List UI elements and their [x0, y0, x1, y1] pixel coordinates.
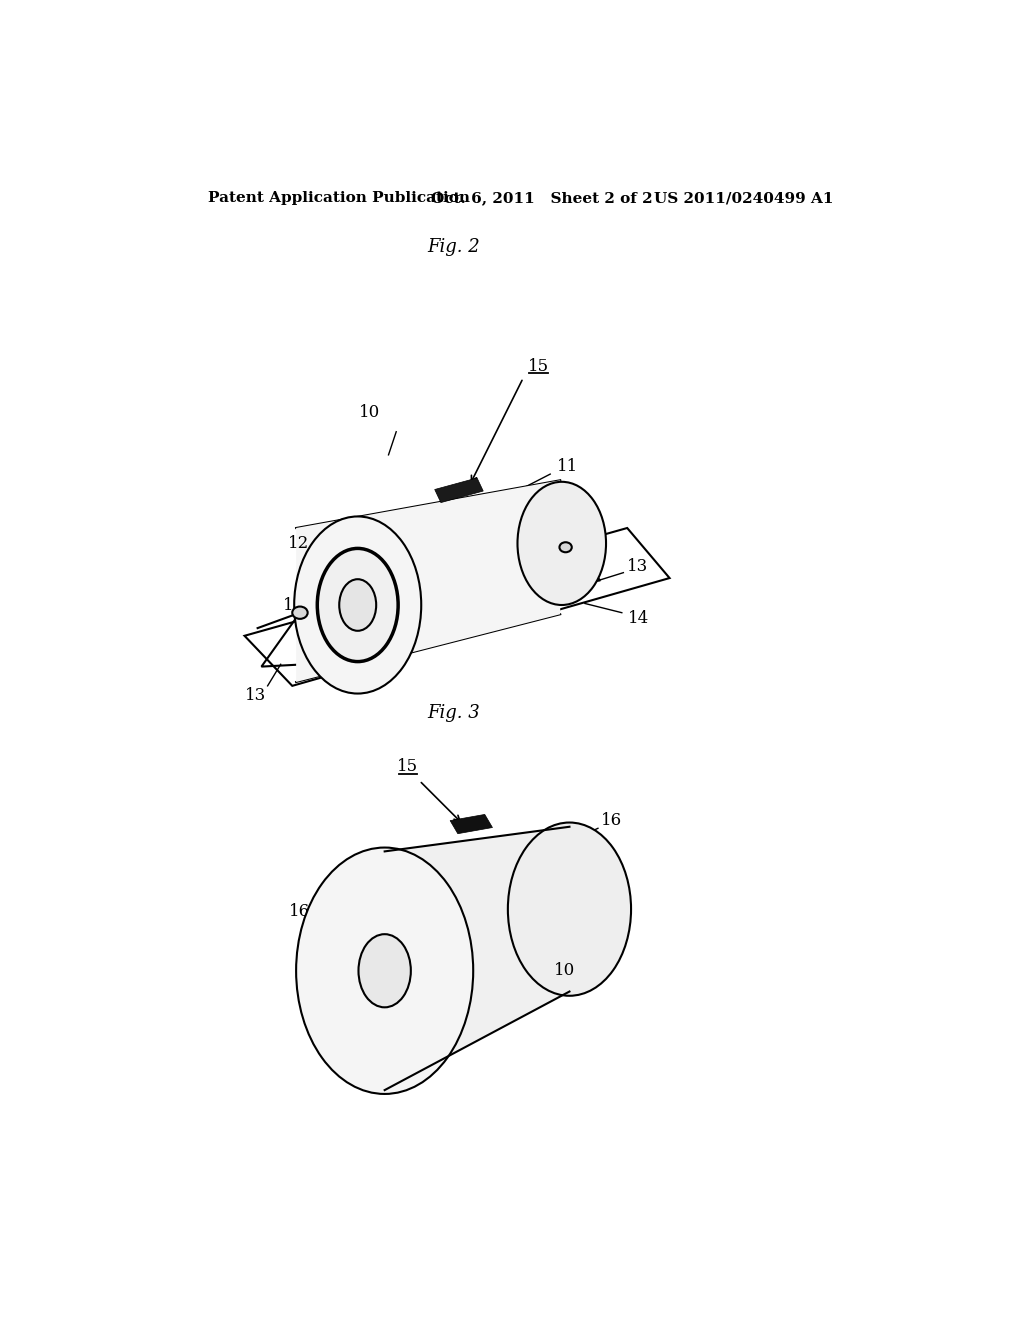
Ellipse shape — [296, 847, 473, 1094]
Text: Patent Application Publication: Patent Application Publication — [208, 191, 470, 206]
Text: 13: 13 — [245, 688, 266, 705]
Ellipse shape — [339, 579, 376, 631]
Text: 15: 15 — [528, 358, 549, 375]
Ellipse shape — [292, 607, 307, 619]
Text: 10: 10 — [358, 404, 380, 421]
Polygon shape — [296, 480, 560, 682]
Text: 11: 11 — [284, 597, 304, 614]
Text: 15: 15 — [397, 758, 419, 775]
Text: 16: 16 — [601, 812, 623, 829]
Ellipse shape — [508, 822, 631, 995]
Text: 10: 10 — [553, 962, 574, 979]
Ellipse shape — [294, 516, 421, 693]
Ellipse shape — [517, 482, 606, 605]
Text: 14: 14 — [628, 610, 649, 627]
Polygon shape — [435, 478, 483, 503]
Ellipse shape — [358, 935, 411, 1007]
Text: 13: 13 — [627, 558, 648, 576]
Text: Oct. 6, 2011   Sheet 2 of 2: Oct. 6, 2011 Sheet 2 of 2 — [431, 191, 652, 206]
Text: Fig. 3: Fig. 3 — [428, 704, 480, 722]
Text: 11: 11 — [557, 458, 579, 475]
Ellipse shape — [559, 543, 571, 552]
Polygon shape — [385, 826, 569, 1090]
Text: 16: 16 — [290, 903, 310, 920]
Polygon shape — [451, 814, 493, 834]
Ellipse shape — [317, 548, 398, 661]
Text: 12: 12 — [288, 535, 309, 552]
Text: US 2011/0240499 A1: US 2011/0240499 A1 — [654, 191, 834, 206]
Text: Fig. 2: Fig. 2 — [428, 238, 480, 256]
